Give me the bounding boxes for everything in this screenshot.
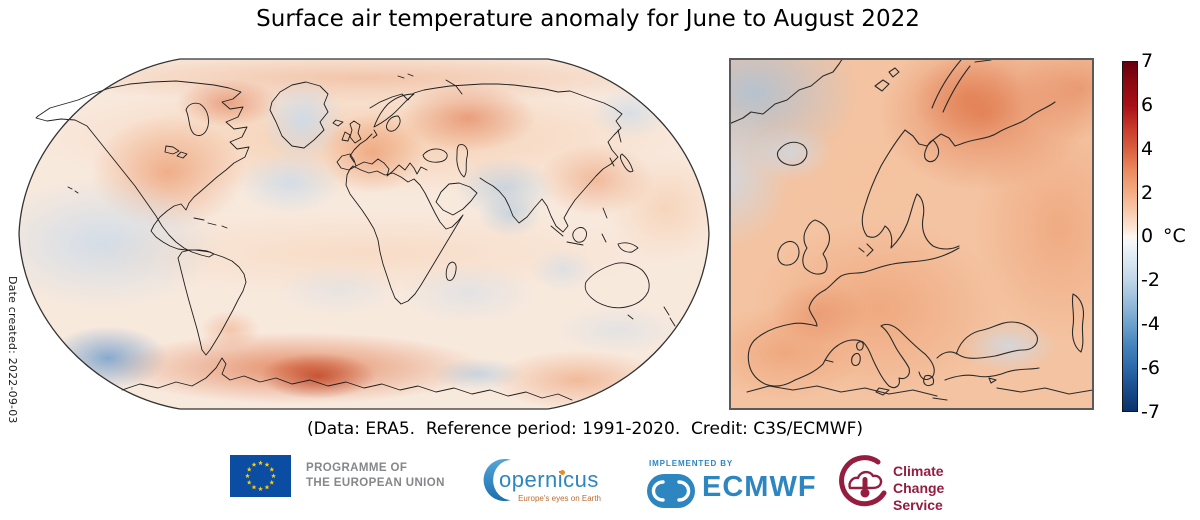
colorbar-tick-label: 7: [1141, 50, 1154, 72]
ecmwf-wordmark: ECMWF: [702, 471, 817, 503]
figure-caption: (Data: ERA5. Reference period: 1991-2020…: [306, 419, 863, 439]
figure-title: Surface air temperature anomaly for June…: [256, 6, 920, 32]
colorbar-tick-label: -7: [1141, 401, 1160, 423]
copernicus-i-dot-icon: [560, 470, 565, 475]
colorbar-tick-label: 6: [1141, 94, 1154, 116]
colorbar-tick-label: 4: [1141, 138, 1154, 160]
implemented-by-label: IMPLEMENTED BY: [649, 459, 734, 468]
world-map: [18, 58, 710, 410]
date-created-label: Date created: 2022-09-03: [6, 276, 19, 424]
colorbar-tick-label: -4: [1141, 313, 1160, 335]
europe-anomaly-field: [729, 58, 1094, 410]
copernicus-wordmark: opernicus: [499, 467, 599, 492]
c3s-cloud-thermometer-icon: [839, 455, 887, 507]
europe-coastlines: [729, 58, 1094, 401]
colorbar-unit-label: °C: [1163, 225, 1186, 247]
c3s-label-line2: Change Service: [893, 480, 945, 513]
copernicus-logo: opernicus Europe's eyes on Earth: [477, 456, 603, 510]
ecmwf-emblem-icon: [647, 474, 695, 508]
ecmwf-logo: IMPLEMENTED BY ECMWF: [646, 457, 826, 513]
world-coastlines: [35, 73, 676, 401]
c3s-label: Climate Change Service: [893, 463, 998, 514]
eu-programme-line2: THE EUROPEAN UNION: [306, 476, 445, 489]
colorbar: [1122, 61, 1138, 412]
c3s-label-line1: Climate: [893, 463, 944, 479]
eu-flag-icon: [230, 455, 291, 497]
c3s-logo: Climate Change Service: [838, 454, 998, 514]
eu-programme-label: PROGRAMME OF THE EUROPEAN UNION: [306, 461, 445, 490]
copernicus-swoosh-icon: [483, 459, 511, 501]
europe-map-frame: [729, 58, 1094, 410]
colorbar-tick-label: -6: [1141, 357, 1160, 379]
colorbar-tick-label: 2: [1141, 182, 1154, 204]
eu-programme-line1: PROGRAMME OF: [306, 462, 408, 474]
europe-map: [729, 58, 1094, 410]
colorbar-tick-label: -2: [1141, 269, 1160, 291]
world-map-outline: [18, 58, 710, 410]
colorbar-tick-label: 0: [1141, 225, 1154, 247]
world-anomaly-field: [19, 59, 709, 409]
copernicus-tagline: Europe's eyes on Earth: [518, 494, 601, 503]
